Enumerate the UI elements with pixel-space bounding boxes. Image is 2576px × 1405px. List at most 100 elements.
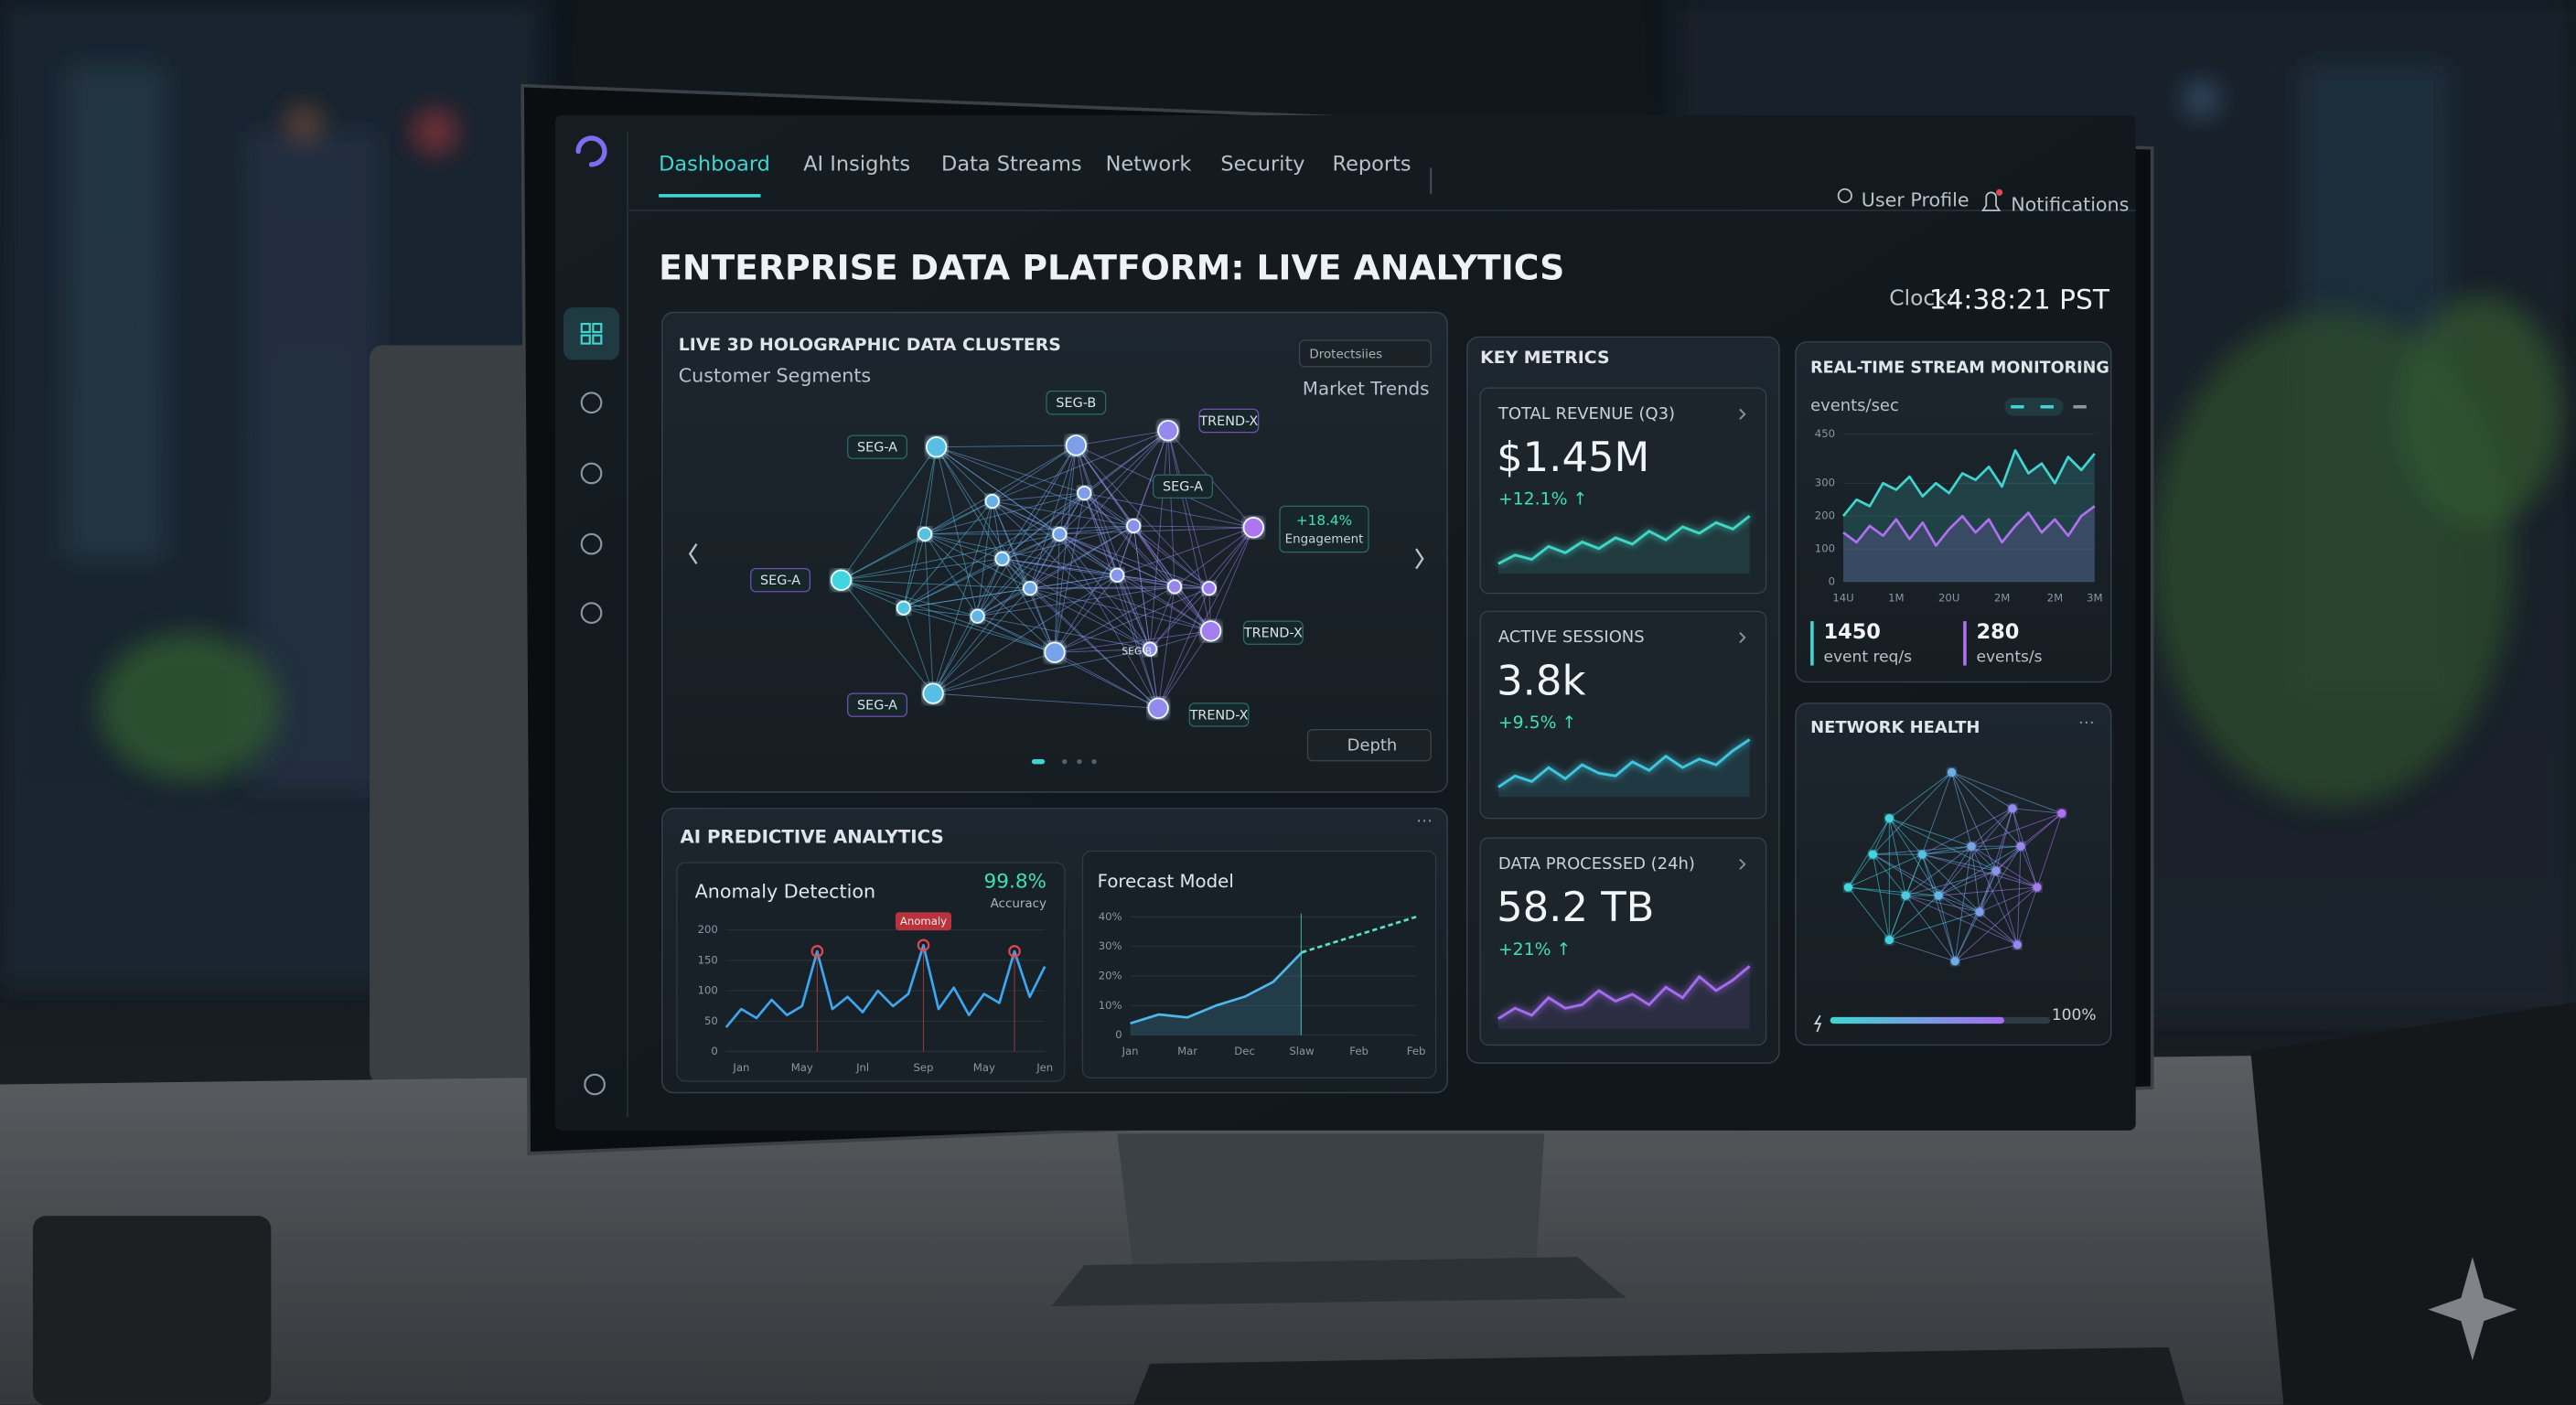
x-tick-label: Slaw [1289,1045,1315,1057]
icon-part [580,602,603,624]
x-tick-label: 2M [2047,591,2063,604]
logo[interactable] [575,135,607,167]
cluster-edge [932,651,1056,694]
network-edge [1995,808,2013,872]
legend-toggle[interactable] [2004,397,2064,416]
sidebar-icon[interactable] [580,602,603,624]
unit-label: events/sec [1810,396,1899,415]
network-edge [1888,818,1906,896]
metric-card[interactable] [1479,387,1767,595]
network-node [2033,883,2042,892]
cluster-edge [977,616,1159,709]
nav-tab[interactable]: Data Streams [941,152,1082,176]
network-edge [1905,845,1972,896]
prev-arrow[interactable] [688,543,698,564]
icon-part [580,334,591,345]
series-line [1301,916,1417,954]
metric-card[interactable] [1479,610,1767,820]
nav-tab[interactable]: Network [1106,152,1192,176]
sidebar-icon[interactable] [584,1073,606,1096]
cluster-edge [936,446,1003,560]
cluster-edge [1029,587,1151,650]
network-edge [1995,812,2063,872]
stream-panel [1795,341,2112,683]
x-tick-label: 14U [1832,591,1853,604]
network-node [1950,957,1959,966]
sidebar-icon[interactable] [580,322,603,345]
sidebar-icon[interactable] [580,462,603,485]
plants [98,295,2563,806]
cluster-edge [992,500,1151,649]
node-label: SEG-A [857,699,897,713]
user-profile[interactable]: User Profile [1862,188,1970,210]
node-label-bg [1242,620,1304,645]
y-tick-label: 10% [1099,999,1122,1012]
plant [2399,295,2563,526]
next-arrow[interactable] [1415,548,1424,570]
cluster-edge [932,616,978,694]
cluster-edge [1054,492,1085,653]
notifications[interactable]: Notifications [2011,194,2129,216]
cluster-edge [1002,558,1175,587]
sparkline [1497,515,1751,565]
health-fill [1830,1016,2005,1024]
nav-tab[interactable]: AI Insights [803,152,910,176]
network-edge [1970,808,2013,847]
cluster-edge [1054,587,1209,653]
cluster-edge [1058,533,1159,709]
cluster-node [1147,697,1169,719]
cluster-edge [1059,533,1151,649]
node-label: TREND-X [1198,414,1258,429]
network-edge [1955,944,2018,962]
cluster-node [1143,641,1158,657]
network-node [1884,935,1894,945]
network-node [2057,809,2066,818]
nav-tab[interactable]: Dashboard [659,152,770,176]
network-edge [1905,895,1980,913]
cluster-edge [936,446,1085,494]
cluster-edge [1116,525,1134,575]
page-title: ENTERPRISE DATA PLATFORM: LIVE ANALYTICS [659,247,1564,287]
sidebar-icon[interactable] [580,391,603,414]
x-tick-label: 3M [2087,591,2102,604]
cluster-edge [1149,430,1169,649]
dropdown[interactable] [1298,339,1432,368]
y-tick-label: 150 [698,953,718,966]
cluster-edge [992,500,1031,589]
cluster-edge [1002,445,1077,560]
cluster-edge [1157,586,1175,709]
x-tick-label: Jnl [855,1061,869,1074]
sparkline [1497,965,1751,1020]
cluster-edge [1075,445,1210,589]
pager-dot [1062,758,1068,765]
network-edge [1937,895,1956,961]
cluster-node [1157,420,1179,442]
building [65,66,165,559]
network-edge [1889,895,1939,940]
cluster-edge [1075,445,1175,587]
cluster-edge [841,579,904,609]
cluster-edge [1167,430,1210,589]
x-tick-label: Sep [913,1061,933,1074]
node-label: TREND-X [1243,627,1303,641]
depth-control[interactable] [1306,729,1432,762]
cluster-edge [903,587,1031,609]
cluster-edge [977,587,1031,617]
pager-dot [1091,758,1097,765]
network-node [1843,883,1853,892]
anomaly-card [676,862,1066,1082]
cluster-edge [992,500,1003,559]
cluster-edge [977,574,1118,617]
anomaly-marker [810,945,824,958]
nav-tab[interactable]: Security [1220,152,1304,176]
icon-part [592,322,603,334]
metric-card[interactable] [1479,837,1767,1046]
depth-label: Depth [1347,736,1398,756]
anomaly-marker [917,938,930,952]
nav-tab[interactable]: Reports [1332,152,1411,176]
sidebar-icon[interactable] [580,532,603,555]
network-edge [1951,772,2022,847]
node-label: SEG-B [1056,396,1096,411]
cluster-edge [903,533,926,608]
